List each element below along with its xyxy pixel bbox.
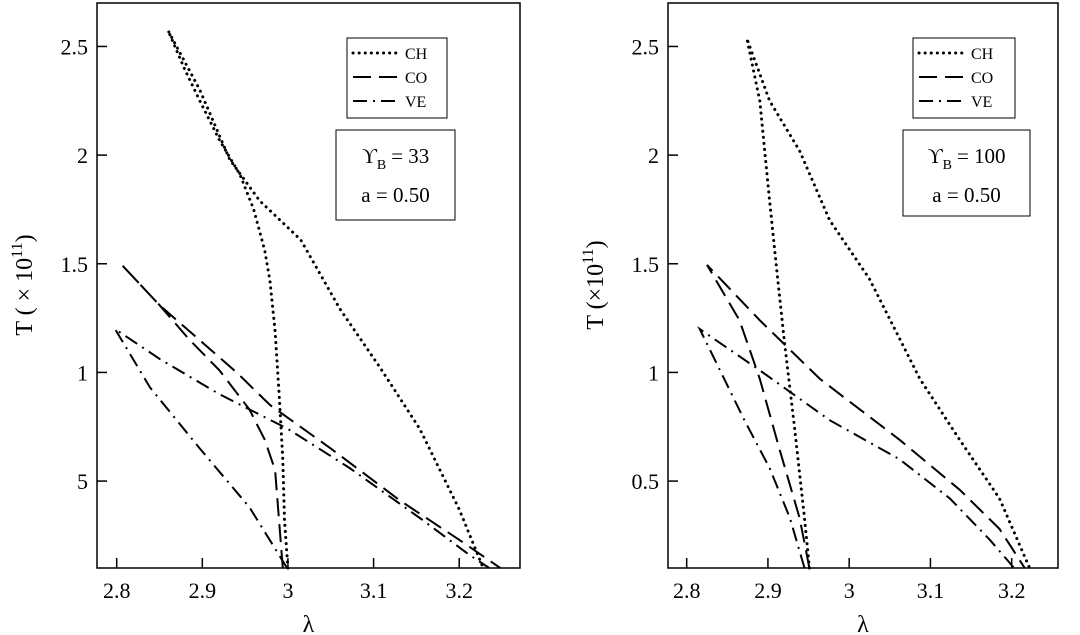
annotation-line: a = 0.50 xyxy=(932,183,1000,207)
y-axis-label: T ( × 1011) xyxy=(9,234,38,335)
x-tick-label: 3.2 xyxy=(445,578,473,603)
annotation-eq: = 33 xyxy=(391,144,429,168)
y-tick-label: 2 xyxy=(648,143,659,168)
annotation-sub: B xyxy=(377,158,386,173)
y-tick-label: 1 xyxy=(648,360,659,385)
x-tick-label: 2.8 xyxy=(673,578,701,603)
y-label-end: ) xyxy=(12,234,38,242)
y-tick-label: 2.5 xyxy=(61,34,89,59)
annotation-line: a = 0.50 xyxy=(361,183,429,207)
legend-label: CH xyxy=(971,46,994,63)
x-tick-label: 3.1 xyxy=(360,578,388,603)
plot-frame xyxy=(667,2,1059,569)
y-label-exp: 11 xyxy=(9,242,26,257)
x-axis-label: λ xyxy=(303,612,315,635)
panel: 2.8 2.9 3 3.1 3.2 0.5 1 1.5 2 2.5 λ T (×1011) CH CO VE… xyxy=(580,2,1059,635)
x-tick-label: 3 xyxy=(844,578,855,603)
series-line xyxy=(114,328,490,569)
legend-label: VE xyxy=(971,94,992,111)
series-line xyxy=(121,264,501,569)
panel: 2.8 2.9 3 3.1 3.2 5 1 1.5 2 2.5 λ T ( × 1011) CH CO VE… xyxy=(9,2,521,635)
annotation-sub: B xyxy=(943,158,952,173)
annotation-symbol: ϒ xyxy=(362,144,378,168)
y-label-text: T (×10 xyxy=(583,264,609,330)
y-label-exp: 11 xyxy=(580,248,597,263)
series-line xyxy=(706,264,1026,569)
y-axis-label: T (×1011) xyxy=(580,240,609,329)
legend-label: CO xyxy=(971,70,993,87)
annotation-eq: = 100 xyxy=(957,144,1006,168)
x-tick-label: 3.2 xyxy=(998,578,1026,603)
x-tick-label: 3 xyxy=(282,578,293,603)
legend-label: VE xyxy=(405,94,426,111)
y-label-text: T ( × 10 xyxy=(12,258,38,336)
legend-label: CH xyxy=(405,46,428,63)
y-tick-label: 1.5 xyxy=(632,252,660,277)
y-tick-label: 2.5 xyxy=(632,34,660,59)
legend-label: CO xyxy=(405,70,427,87)
y-tick-label: 1.5 xyxy=(61,252,89,277)
y-tick-label: 0.5 xyxy=(632,469,660,494)
x-axis-label: λ xyxy=(857,612,869,635)
annotation-line: ϒB = 100 xyxy=(927,144,1005,173)
annotation-line: ϒB = 33 xyxy=(362,144,430,173)
plot-frame xyxy=(96,2,521,569)
series-line xyxy=(166,29,485,570)
series-line xyxy=(745,37,1032,570)
annotation-symbol: ϒ xyxy=(927,144,943,168)
x-tick-label: 2.9 xyxy=(754,578,782,603)
y-label-end: ) xyxy=(583,240,609,248)
series-line xyxy=(697,326,1015,569)
y-tick-label: 1 xyxy=(77,360,88,385)
x-tick-label: 2.8 xyxy=(103,578,131,603)
x-tick-label: 3.1 xyxy=(917,578,945,603)
y-tick-label: 5 xyxy=(77,469,88,494)
x-tick-label: 2.9 xyxy=(189,578,217,603)
y-tick-label: 2 xyxy=(77,143,88,168)
annotation-box xyxy=(902,129,1031,217)
annotation-box xyxy=(335,129,456,221)
